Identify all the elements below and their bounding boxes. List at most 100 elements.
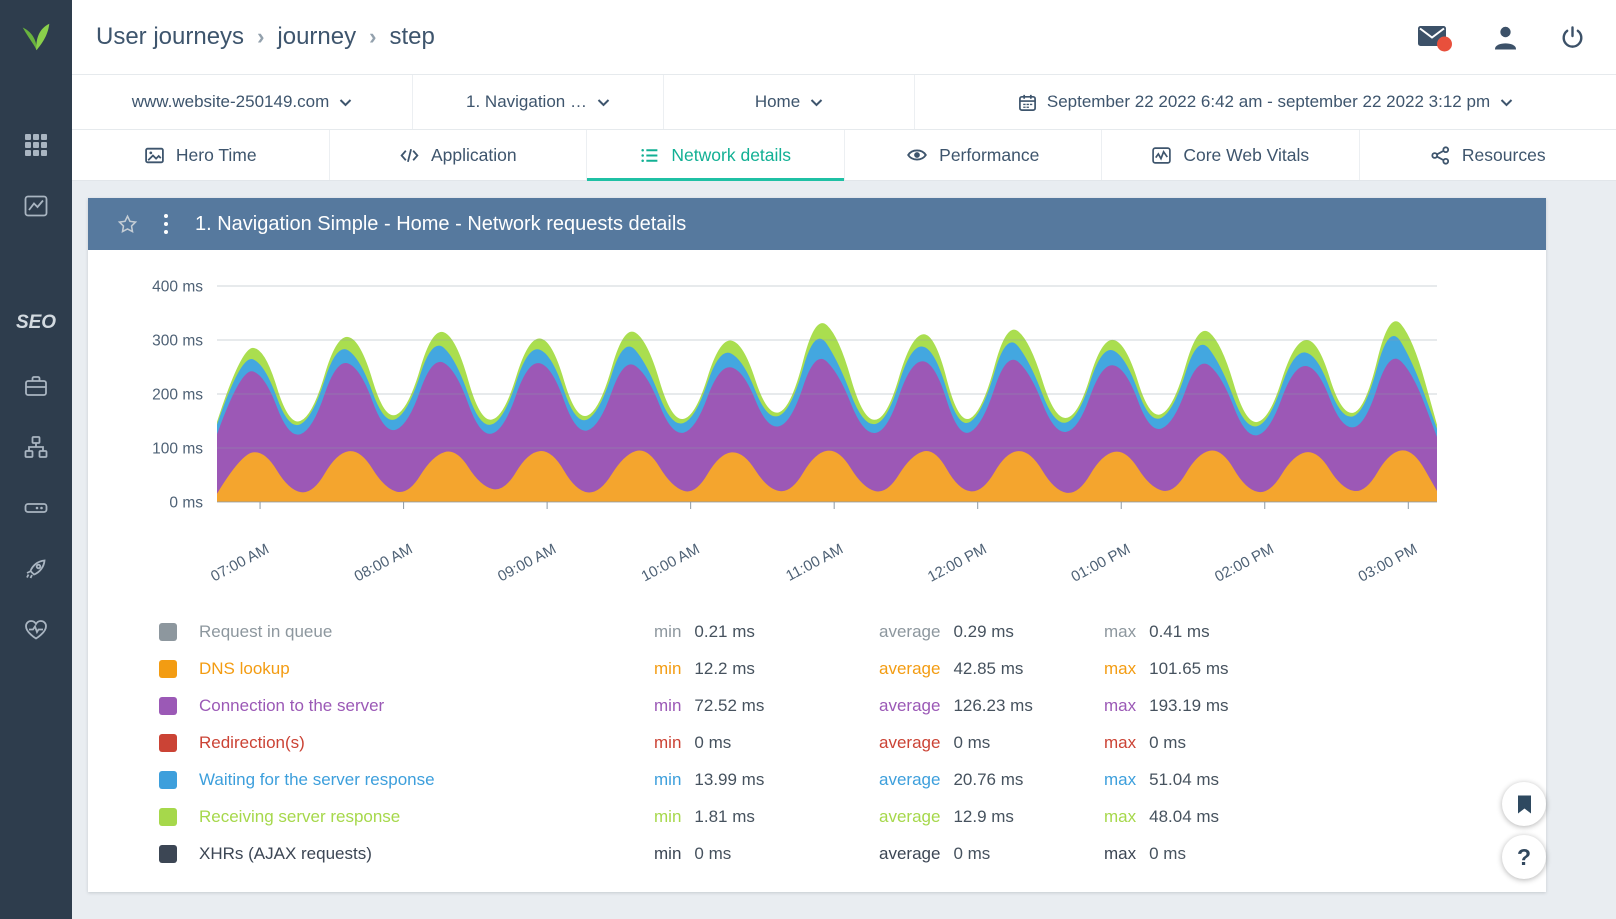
chevron-right-icon: › bbox=[369, 24, 377, 49]
legend-row-xhrs[interactable]: XHRs (AJAX requests) min 0 ms average 0 ms… bbox=[159, 835, 1526, 872]
legend-swatch bbox=[159, 807, 177, 826]
bookmark-icon bbox=[1517, 795, 1531, 813]
average-value: 126.23 ms bbox=[953, 695, 1033, 715]
sidebar-item-dashboard[interactable] bbox=[0, 114, 72, 175]
logout-button[interactable] bbox=[1559, 24, 1586, 51]
sidebar-item-sitemap[interactable] bbox=[0, 416, 72, 477]
legend-row-waiting[interactable]: Waiting for the server response min 13.99… bbox=[159, 761, 1526, 798]
tab-application[interactable]: Application bbox=[330, 130, 587, 180]
tab-label: Application bbox=[430, 144, 517, 165]
max-value: 101.65 ms bbox=[1149, 658, 1229, 678]
max-label: max bbox=[1104, 695, 1137, 715]
svg-text:11:00 AM: 11:00 AM bbox=[783, 541, 846, 584]
average-label: average bbox=[879, 769, 941, 789]
sidebar-item-business[interactable] bbox=[0, 355, 72, 416]
tab-core-web-vitals[interactable]: Core Web Vitals bbox=[1102, 130, 1360, 180]
legend-swatch bbox=[159, 622, 177, 641]
legend-row-redirections[interactable]: Redirection(s) min 0 ms average 0 ms max 0 … bbox=[159, 724, 1526, 761]
calendar-icon bbox=[1018, 94, 1036, 111]
favorite-button[interactable] bbox=[116, 213, 139, 236]
vitals-chart-icon bbox=[1152, 146, 1172, 164]
chevron-down-icon bbox=[340, 98, 352, 106]
breadcrumb-journey[interactable]: journey bbox=[277, 23, 357, 50]
rocket-icon bbox=[26, 559, 46, 578]
tab-performance[interactable]: Performance bbox=[845, 130, 1102, 180]
average-label: average bbox=[879, 658, 941, 678]
min-value: 0 ms bbox=[694, 843, 732, 863]
power-icon bbox=[1562, 25, 1583, 48]
average-value: 0.29 ms bbox=[953, 621, 1014, 641]
main-content: 1. Navigation Simple - Home - Network re… bbox=[72, 180, 1616, 919]
legend-row-dns-lookup[interactable]: DNS lookup min 12.2 ms average 42.85 ms ma… bbox=[159, 650, 1526, 687]
max-value: 0 ms bbox=[1149, 843, 1186, 863]
legend-swatch bbox=[159, 844, 177, 863]
breadcrumb: User journeys › journey › step bbox=[96, 23, 435, 51]
tab-label: Resources bbox=[1461, 144, 1546, 165]
legend-swatch bbox=[159, 770, 177, 789]
legend-label: Receiving server response bbox=[199, 806, 401, 826]
tab-network-details[interactable]: Network details bbox=[587, 130, 845, 181]
website-dropdown[interactable]: www.website-250149.com bbox=[72, 75, 413, 129]
panel-title: 1. Navigation Simple - Home - Network re… bbox=[195, 212, 687, 235]
page-dropdown-value: Home bbox=[754, 92, 801, 111]
sidebar-item-boost[interactable] bbox=[0, 538, 72, 599]
min-value: 72.52 ms bbox=[694, 695, 765, 715]
svg-text:02:00 PM: 02:00 PM bbox=[1212, 541, 1277, 584]
min-label: min bbox=[654, 806, 682, 826]
sidebar-item-analytics[interactable] bbox=[0, 175, 72, 236]
svg-text:01:00 PM: 01:00 PM bbox=[1068, 541, 1133, 584]
drive-icon bbox=[24, 502, 48, 513]
legend-row-request-in-queue[interactable]: Request in queue min 0.21 ms average 0.29 … bbox=[159, 613, 1526, 650]
app-logo[interactable] bbox=[0, 0, 72, 74]
svg-text:10:00 AM: 10:00 AM bbox=[639, 541, 703, 584]
tab-label: Network details bbox=[671, 144, 792, 165]
share-nodes-icon bbox=[1431, 145, 1449, 165]
sidebar-item-seo[interactable]: SEO bbox=[0, 292, 72, 353]
max-label: max bbox=[1104, 843, 1137, 863]
network-timings-chart[interactable]: 0 ms 100 ms 200 ms 300 ms 400 ms 07:00 AM 08:0… bbox=[102, 272, 1502, 586]
max-value: 0.41 ms bbox=[1149, 621, 1210, 641]
min-label: min bbox=[654, 769, 682, 789]
legend-label: XHRs (AJAX requests) bbox=[199, 843, 372, 863]
average-label: average bbox=[879, 843, 941, 863]
step-dropdown[interactable]: 1. Navigation … bbox=[413, 75, 664, 129]
tab-label: Core Web Vitals bbox=[1183, 144, 1310, 165]
tab-hero-time[interactable]: Hero Time bbox=[72, 130, 330, 180]
breadcrumb-user-journeys[interactable]: User journeys bbox=[96, 23, 245, 50]
top-header: User journeys › journey › step bbox=[72, 0, 1616, 75]
min-value: 0.21 ms bbox=[694, 621, 755, 641]
max-value: 193.19 ms bbox=[1149, 695, 1229, 715]
legend-row-connection[interactable]: Connection to the server min 72.52 ms ave… bbox=[159, 687, 1526, 724]
tab-bar: Hero Time Application Network details Pe… bbox=[72, 130, 1616, 181]
sidebar-item-server[interactable] bbox=[0, 477, 72, 538]
sitemap-icon bbox=[24, 435, 48, 458]
bookmark-button[interactable] bbox=[1502, 782, 1546, 826]
seo-label: SEO bbox=[15, 311, 57, 333]
sidebar-item-health[interactable] bbox=[0, 599, 72, 660]
average-value: 12.9 ms bbox=[953, 806, 1014, 826]
svg-text:09:00 AM: 09:00 AM bbox=[495, 541, 559, 584]
header-icons bbox=[1416, 21, 1586, 53]
mail-button[interactable] bbox=[1416, 21, 1452, 53]
date-range-picker[interactable]: September 22 2022 6:42 am - september 22… bbox=[915, 75, 1616, 129]
legend-label: Connection to the server bbox=[199, 695, 385, 715]
svg-text:200 ms: 200 ms bbox=[152, 387, 203, 404]
network-details-panel: 1. Navigation Simple - Home - Network re… bbox=[88, 198, 1546, 892]
min-label: min bbox=[654, 658, 682, 678]
panel-body: 0 ms 100 ms 200 ms 300 ms 400 ms 07:00 AM 08:0… bbox=[88, 250, 1546, 872]
breadcrumb-step[interactable]: step bbox=[389, 23, 435, 50]
panel-menu-button[interactable] bbox=[163, 212, 169, 236]
tab-resources[interactable]: Resources bbox=[1360, 130, 1616, 180]
star-icon bbox=[117, 214, 138, 233]
help-button[interactable]: ? bbox=[1502, 835, 1546, 879]
page-dropdown[interactable]: Home bbox=[664, 75, 915, 129]
max-value: 48.04 ms bbox=[1149, 806, 1220, 826]
tab-label: Hero Time bbox=[175, 144, 257, 165]
user-icon bbox=[1495, 26, 1516, 49]
user-button[interactable] bbox=[1492, 24, 1519, 51]
average-value: 42.85 ms bbox=[953, 658, 1024, 678]
max-label: max bbox=[1104, 806, 1137, 826]
legend-row-receiving[interactable]: Receiving server response min 1.81 ms ave… bbox=[159, 798, 1526, 835]
chevron-right-icon: › bbox=[257, 24, 265, 49]
